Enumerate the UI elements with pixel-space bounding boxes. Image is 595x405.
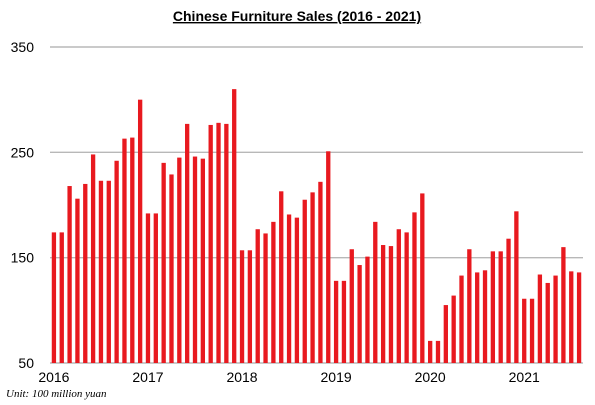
bar xyxy=(302,199,307,363)
bar xyxy=(98,180,104,363)
bar xyxy=(310,192,315,363)
bar xyxy=(90,154,96,363)
y-tick-label: 150 xyxy=(11,250,35,266)
x-axis-labels: 2016 2017 2018 2019 2020 2021 xyxy=(38,369,540,385)
bar xyxy=(145,213,151,363)
bar xyxy=(255,229,260,363)
x-tick-label: 2019 xyxy=(321,369,352,385)
bar xyxy=(161,162,166,363)
bar xyxy=(59,232,64,363)
bar xyxy=(576,272,582,363)
bar xyxy=(177,157,182,363)
bar xyxy=(467,249,472,363)
x-tick-label: 2017 xyxy=(132,369,163,385)
x-tick-label: 2018 xyxy=(226,369,257,385)
chart-title: Chinese Furniture Sales (2016 - 2021) xyxy=(173,8,421,24)
unit-note: Unit: 100 million yuan xyxy=(6,388,107,400)
bar xyxy=(420,193,425,363)
bar xyxy=(427,340,433,363)
bar xyxy=(459,275,464,363)
bar xyxy=(341,280,347,363)
bar xyxy=(482,270,488,363)
y-tick-label: 350 xyxy=(11,39,35,55)
bar xyxy=(545,282,550,363)
bar xyxy=(529,298,535,363)
gridlines xyxy=(50,46,583,364)
bar xyxy=(569,271,574,363)
bar xyxy=(365,256,370,363)
bar xyxy=(553,275,558,363)
bar xyxy=(279,191,284,363)
bar xyxy=(373,221,378,363)
bar xyxy=(506,238,511,363)
bar xyxy=(514,211,519,363)
bar xyxy=(83,183,88,363)
bar xyxy=(396,229,401,363)
bar xyxy=(333,280,339,363)
bar xyxy=(200,158,206,363)
bar xyxy=(498,251,503,363)
bar xyxy=(451,295,456,363)
bar xyxy=(130,137,135,363)
x-tick-label: 2016 xyxy=(38,369,69,385)
bar xyxy=(435,340,441,363)
bar xyxy=(388,246,394,363)
bar xyxy=(153,213,158,363)
bar xyxy=(561,247,566,363)
bar xyxy=(137,99,143,364)
bar xyxy=(51,232,57,363)
bars xyxy=(51,89,582,364)
bar xyxy=(537,274,543,363)
bar xyxy=(169,174,174,363)
bar xyxy=(326,151,331,363)
bar xyxy=(224,123,229,363)
bar xyxy=(192,156,198,363)
bar xyxy=(294,217,300,363)
y-axis-labels: 50 150 250 350 xyxy=(11,39,35,371)
bar xyxy=(106,180,111,363)
bar xyxy=(380,245,386,363)
y-tick-label: 250 xyxy=(11,144,35,160)
bar xyxy=(67,186,72,363)
x-tick-label: 2020 xyxy=(415,369,446,385)
bar xyxy=(490,251,496,363)
bar xyxy=(349,249,354,363)
bar xyxy=(263,233,268,363)
bar xyxy=(318,181,323,363)
bar xyxy=(122,138,127,363)
bar xyxy=(522,298,527,363)
bar xyxy=(239,250,245,363)
bar xyxy=(475,272,480,363)
bar xyxy=(75,198,80,363)
bar xyxy=(271,221,276,363)
bar xyxy=(114,160,119,363)
bar xyxy=(443,305,448,363)
bar xyxy=(286,214,292,363)
bar xyxy=(208,124,213,364)
x-tick-label: 2021 xyxy=(509,369,540,385)
bar xyxy=(216,122,221,363)
bar xyxy=(404,232,409,363)
bar xyxy=(412,212,417,363)
bar xyxy=(185,123,190,363)
y-tick-label: 50 xyxy=(18,355,34,371)
bar xyxy=(247,250,253,363)
bar xyxy=(232,89,237,363)
bar xyxy=(357,265,362,363)
